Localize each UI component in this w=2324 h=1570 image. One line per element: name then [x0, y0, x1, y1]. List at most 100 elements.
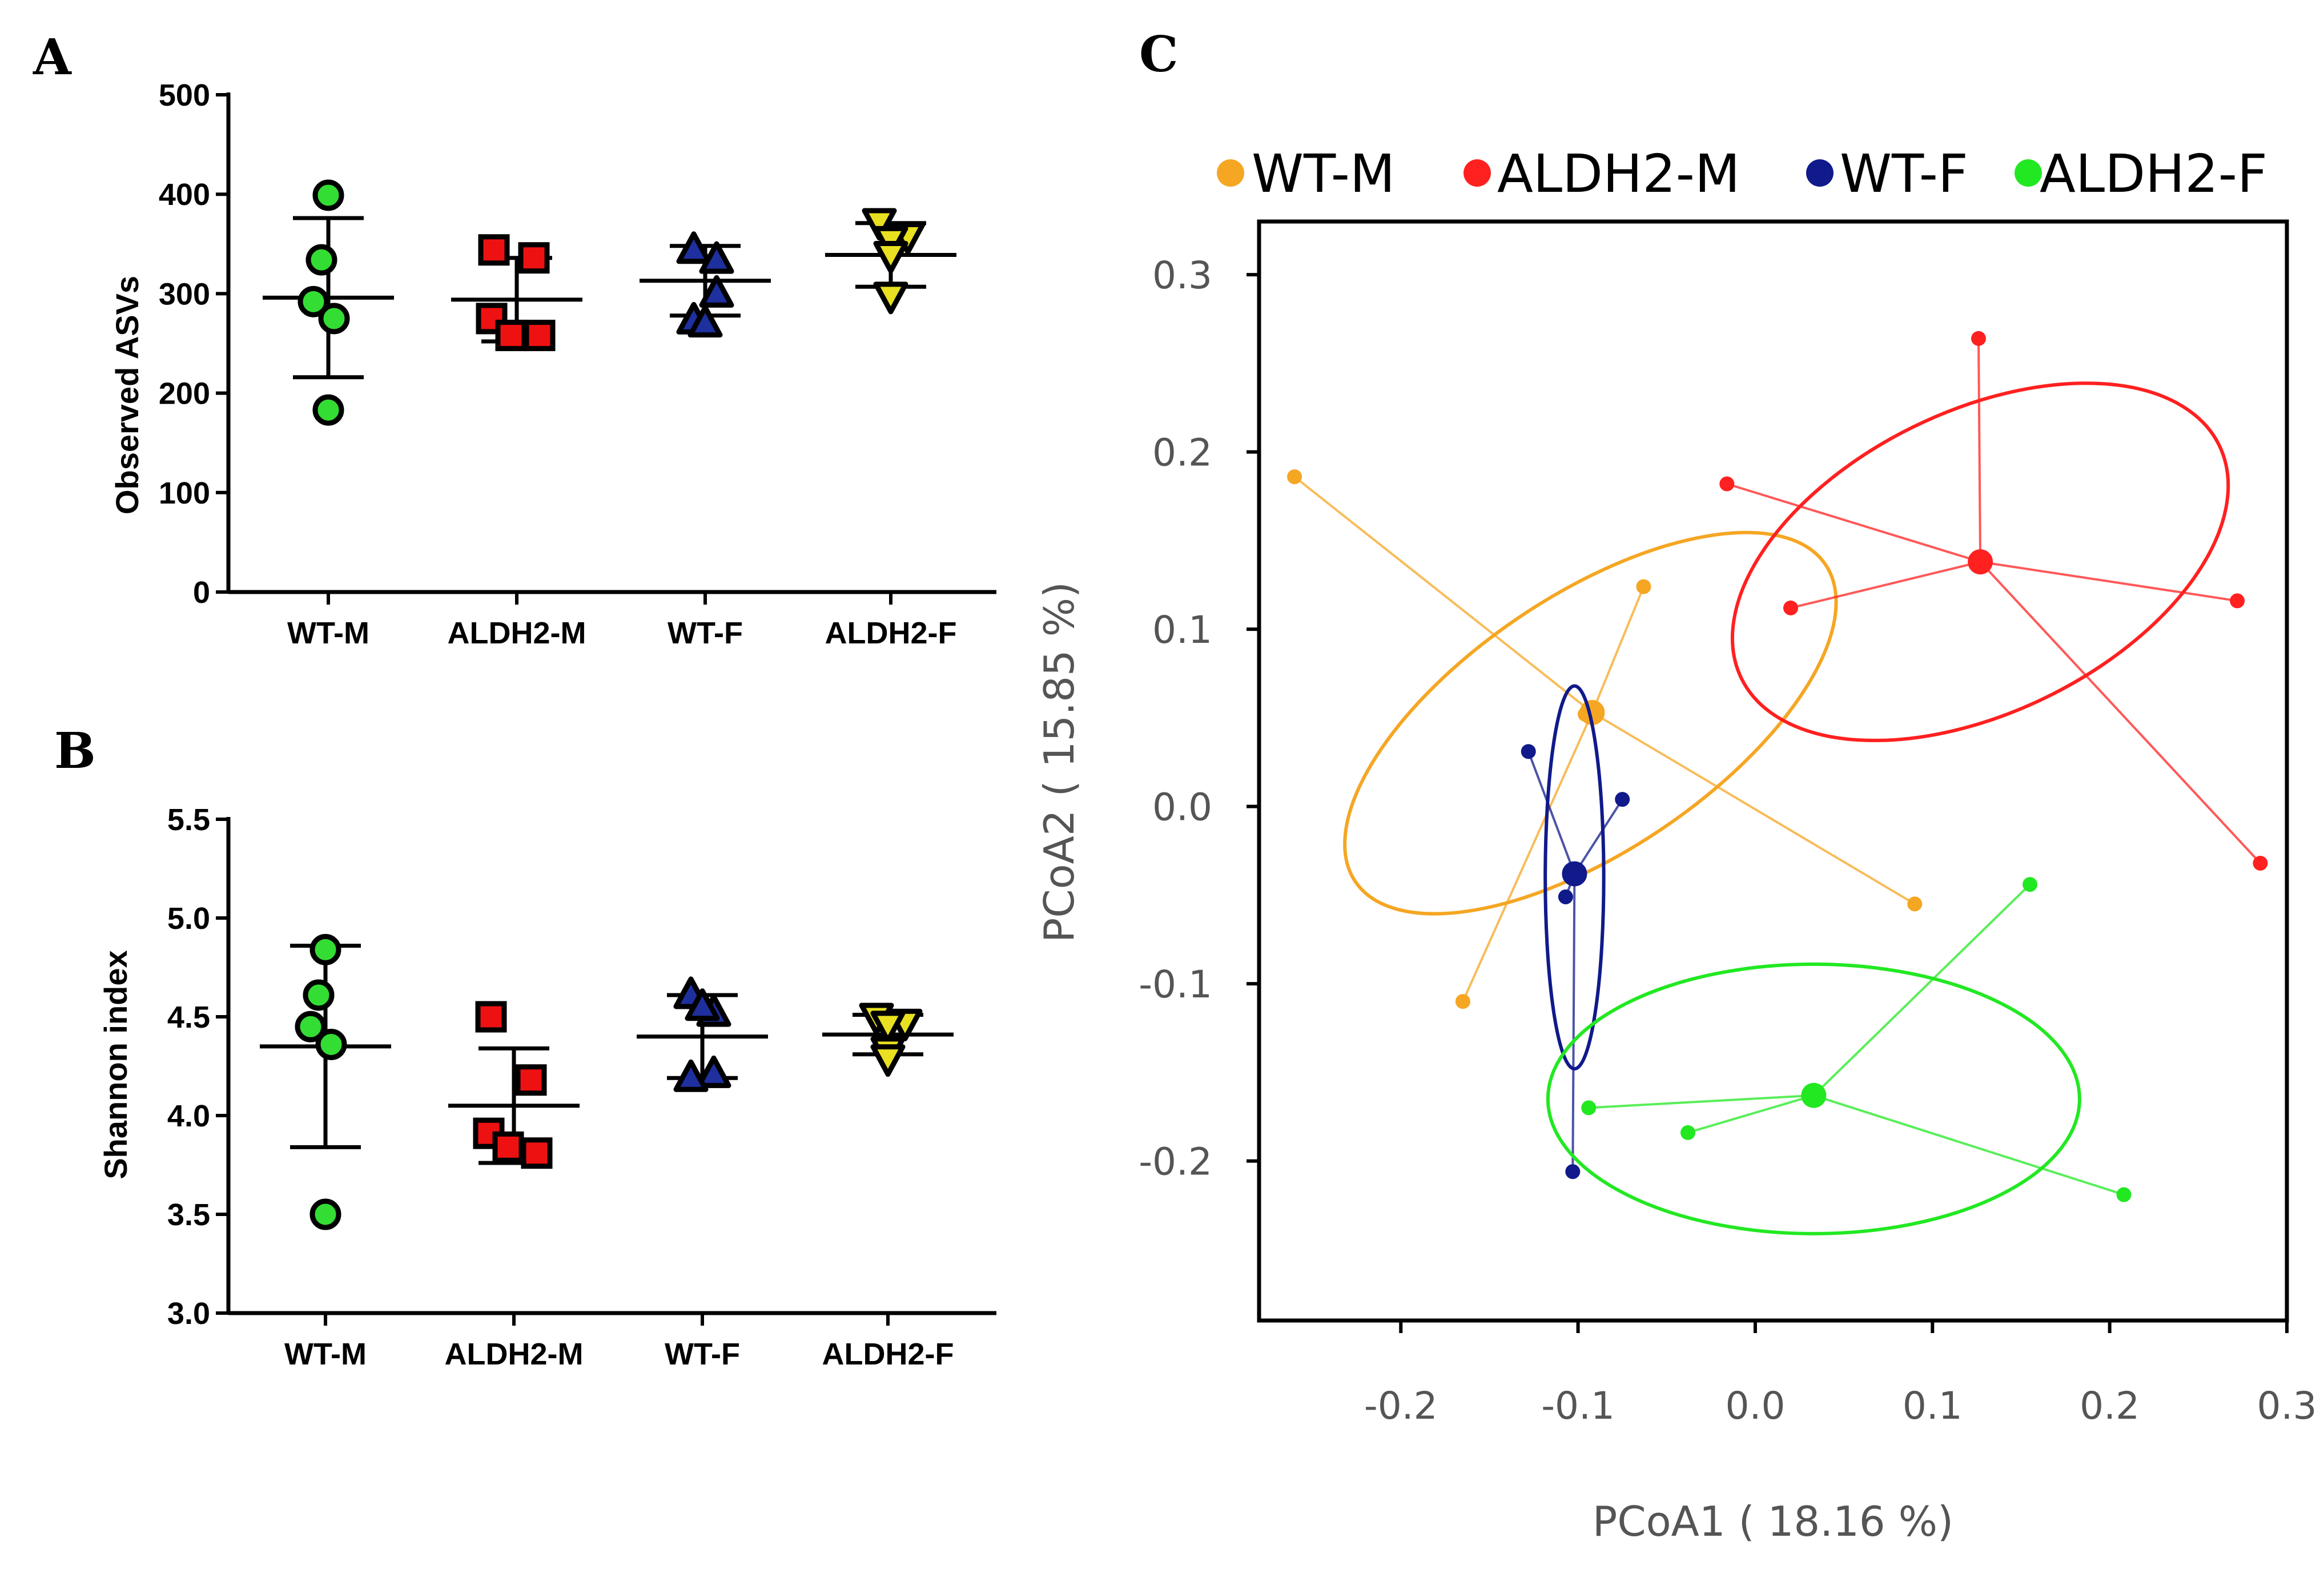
- legend-swatch-aldh2-f: [2015, 159, 2042, 187]
- spider-line-wt-f: [1527, 751, 1576, 875]
- sample-point-aldh2-m: [1783, 600, 1799, 615]
- x-tick-label: 0.0: [1725, 1384, 1785, 1428]
- x-tick-label-aldh2-f: ALDH2-F: [825, 616, 957, 650]
- spider-line-aldh2-f: [1687, 1094, 1814, 1134]
- data-point-aldh2-m: [475, 1001, 507, 1033]
- x-tick-label-aldh2-m: ALDH2-M: [445, 1337, 584, 1371]
- sample-point-wt-f: [1521, 744, 1536, 759]
- sample-point-wt-f: [1615, 792, 1630, 807]
- y-tick-label: 100: [159, 476, 210, 510]
- sample-point-wt-f: [1565, 1164, 1581, 1179]
- y-tick-label: 4.0: [167, 1099, 210, 1133]
- spider-line-aldh2-m: [1979, 561, 2261, 864]
- legend-label-aldh2-m: ALDH2-M: [1497, 143, 1740, 204]
- legend: WT-M ALDH2-M WT-F ALDH2-F: [1217, 143, 2267, 204]
- data-point-aldh2-f: [873, 240, 908, 273]
- y-tick-label: 0.3: [1152, 253, 1212, 297]
- x-tick-label-aldh2-m: ALDH2-M: [448, 616, 586, 650]
- x-tick-label-wt-m: WT-M: [284, 1337, 367, 1371]
- y-tick-label: -0.1: [1139, 963, 1212, 1007]
- data-point-wt-m: [297, 285, 329, 317]
- x-tick-label: 0.2: [2080, 1384, 2140, 1428]
- x-tick-label-wt-f: WT-F: [665, 1337, 740, 1371]
- data-point-wt-m: [315, 1028, 347, 1060]
- data-point-wt-m: [303, 979, 335, 1011]
- x-tick-label: -0.1: [1541, 1384, 1615, 1428]
- data-point-aldh2-m: [478, 234, 510, 266]
- y-tick-label: 200: [159, 377, 210, 411]
- spider-line-wt-m: [1591, 711, 1916, 905]
- sample-point-wt-m: [1636, 579, 1651, 594]
- x-tick-label-wt-f: WT-F: [668, 616, 743, 650]
- data-point-aldh2-m: [515, 1064, 547, 1096]
- data-point-wt-f: [685, 988, 720, 1021]
- spider-line-aldh2-m: [1790, 561, 1981, 609]
- legend-label-wt-m: WT-M: [1252, 143, 1395, 204]
- spider-line-aldh2-f: [1589, 1094, 1814, 1109]
- spider-line-aldh2-m: [1726, 482, 1981, 563]
- centroid-aldh2-m: [1968, 549, 1993, 575]
- sample-point-wt-f: [1558, 889, 1573, 904]
- panel-label-c: C: [1139, 26, 1178, 83]
- data-point-aldh2-m: [492, 1131, 524, 1163]
- y-tick-label: 5.0: [167, 901, 210, 936]
- data-point-wt-m: [312, 394, 344, 426]
- sample-point-wt-m: [1907, 896, 1923, 912]
- x-tick-label: 0.1: [1903, 1384, 1963, 1428]
- sample-point-aldh2-m: [1719, 476, 1735, 492]
- spider-line-aldh2-m: [1980, 561, 2238, 602]
- panel-b-chart: Shannon index 3.0 3.5 4.0 4.5 5.0 5.5 WT-M ALDH…: [98, 803, 996, 1371]
- y-tick-label: 0: [193, 575, 210, 610]
- data-point-wt-m: [309, 1198, 341, 1230]
- y-tick-label: 0.0: [1152, 786, 1212, 830]
- x-tick-label-aldh2-f: ALDH2-F: [822, 1337, 954, 1371]
- data-point-aldh2-m: [495, 320, 527, 352]
- data-point-wt-m: [312, 179, 344, 211]
- y-tick-label: 400: [159, 178, 210, 212]
- centroid-wt-f: [1562, 861, 1587, 887]
- data-point-aldh2-f: [870, 1044, 906, 1077]
- data-point-wt-m: [295, 1011, 327, 1042]
- sample-point-aldh2-m: [1971, 331, 1986, 346]
- y-tick-label: 500: [159, 78, 210, 112]
- data-point-wt-f: [696, 1055, 731, 1088]
- y-tick-label: 0.2: [1152, 431, 1212, 475]
- y-tick-label: 4.5: [167, 1000, 210, 1034]
- panel-c-xlabel: PCoA1 ( 18.16 %): [1593, 1497, 1953, 1545]
- legend-swatch-wt-m: [1217, 159, 1244, 187]
- spider-line-wt-m: [1591, 586, 1645, 713]
- data-point-aldh2-m: [521, 1137, 553, 1169]
- y-tick-label: 3.0: [167, 1297, 210, 1331]
- data-point-aldh2-f: [873, 281, 908, 315]
- sample-point-aldh2-f: [1581, 1100, 1597, 1116]
- ellipse-aldh2-m: [1730, 381, 2230, 743]
- data-point-aldh2-f: [870, 1011, 906, 1044]
- panel-c-ylabel: PCoA2 ( 15.85 %): [1035, 582, 1083, 943]
- data-point-wt-f: [699, 275, 734, 308]
- sample-point-aldh2-m: [2253, 855, 2268, 871]
- ellipse-wt-m: [1343, 530, 1838, 916]
- spider-line-wt-f: [1573, 799, 1623, 875]
- data-point-wt-m: [309, 933, 341, 965]
- legend-label-aldh2-f: ALDH2-F: [2040, 143, 2267, 204]
- sample-point-aldh2-m: [2230, 593, 2245, 609]
- ellipse-wt-f: [1543, 684, 1606, 1071]
- y-tick-label: 5.5: [167, 803, 210, 837]
- x-tick-label: -0.2: [1364, 1384, 1438, 1428]
- data-point-wt-f: [687, 305, 723, 338]
- panel-b-ylabel: Shannon index: [98, 950, 134, 1179]
- ellipse-aldh2-f: [1546, 962, 2081, 1235]
- panel-c-chart: PCoA1 ( 18.16 %) PCoA2 ( 15.85 %) -0.2 -0…: [1035, 219, 2317, 1545]
- legend-label-wt-f: WT-F: [1840, 143, 1968, 204]
- legend-swatch-wt-f: [1806, 159, 1834, 187]
- data-point-wt-f: [673, 1059, 709, 1092]
- y-tick-label: -0.2: [1139, 1140, 1212, 1184]
- data-point-wt-m: [305, 244, 337, 276]
- x-tick-label-wt-m: WT-M: [287, 616, 369, 650]
- y-tick-label: 0.1: [1152, 608, 1212, 652]
- panel-c-plot-frame: [1257, 219, 2289, 1323]
- data-point-wt-m: [318, 303, 350, 335]
- centroid-aldh2-f: [1801, 1082, 1827, 1108]
- spider-line-aldh2-f: [1812, 883, 2031, 1097]
